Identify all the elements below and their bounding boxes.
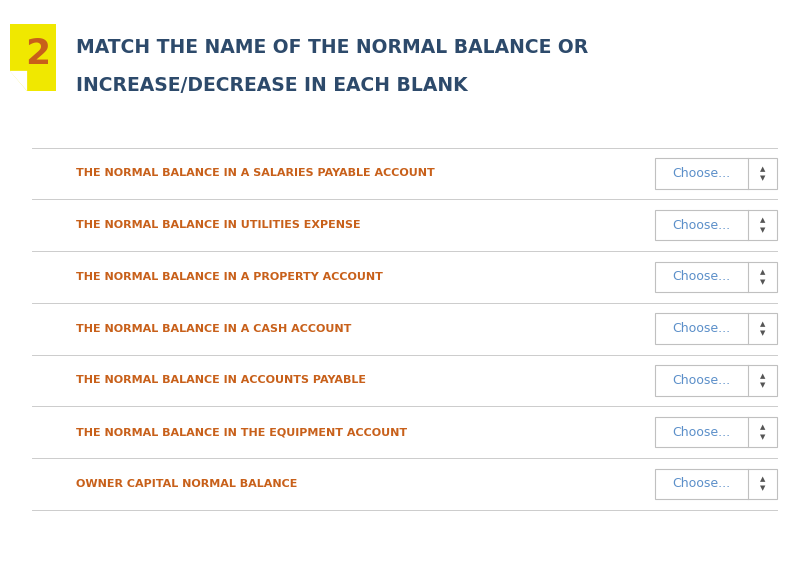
FancyBboxPatch shape	[655, 158, 777, 189]
Text: THE NORMAL BALANCE IN THE EQUIPMENT ACCOUNT: THE NORMAL BALANCE IN THE EQUIPMENT ACCO…	[76, 427, 406, 437]
Text: ▼: ▼	[760, 486, 765, 492]
FancyBboxPatch shape	[655, 262, 777, 292]
Text: ▲: ▲	[760, 218, 765, 223]
Text: THE NORMAL BALANCE IN A SALARIES PAYABLE ACCOUNT: THE NORMAL BALANCE IN A SALARIES PAYABLE…	[76, 168, 434, 179]
Text: THE NORMAL BALANCE IN A CASH ACCOUNT: THE NORMAL BALANCE IN A CASH ACCOUNT	[76, 323, 351, 334]
FancyBboxPatch shape	[655, 469, 777, 499]
Text: Choose...: Choose...	[673, 270, 731, 283]
Text: ▲: ▲	[760, 321, 765, 327]
FancyBboxPatch shape	[655, 313, 777, 344]
Polygon shape	[10, 71, 27, 91]
Text: ▲: ▲	[760, 425, 765, 430]
Text: ▼: ▼	[760, 330, 765, 336]
Text: Choose...: Choose...	[673, 167, 731, 180]
Text: ▼: ▼	[760, 279, 765, 285]
Text: THE NORMAL BALANCE IN UTILITIES EXPENSE: THE NORMAL BALANCE IN UTILITIES EXPENSE	[76, 220, 360, 230]
Text: THE NORMAL BALANCE IN A PROPERTY ACCOUNT: THE NORMAL BALANCE IN A PROPERTY ACCOUNT	[76, 272, 383, 282]
Text: ▼: ▼	[760, 382, 765, 388]
Text: MATCH THE NAME OF THE NORMAL BALANCE OR: MATCH THE NAME OF THE NORMAL BALANCE OR	[76, 38, 588, 56]
Polygon shape	[10, 24, 56, 91]
Text: ▼: ▼	[760, 434, 765, 440]
Text: Choose...: Choose...	[673, 426, 731, 439]
Text: Choose...: Choose...	[673, 322, 731, 335]
Text: ▲: ▲	[760, 373, 765, 379]
Text: ▲: ▲	[760, 166, 765, 172]
Text: Choose...: Choose...	[673, 477, 731, 490]
Text: ▲: ▲	[760, 476, 765, 482]
Text: OWNER CAPITAL NORMAL BALANCE: OWNER CAPITAL NORMAL BALANCE	[76, 479, 297, 489]
Text: INCREASE/DECREASE IN EACH BLANK: INCREASE/DECREASE IN EACH BLANK	[76, 76, 467, 95]
FancyBboxPatch shape	[655, 365, 777, 396]
Text: 2: 2	[25, 37, 50, 71]
FancyBboxPatch shape	[655, 210, 777, 240]
Text: ▼: ▼	[760, 175, 765, 181]
Text: THE NORMAL BALANCE IN ACCOUNTS PAYABLE: THE NORMAL BALANCE IN ACCOUNTS PAYABLE	[76, 375, 366, 386]
FancyBboxPatch shape	[655, 417, 777, 447]
Text: Choose...: Choose...	[673, 374, 731, 387]
Text: ▼: ▼	[760, 227, 765, 233]
Text: ▲: ▲	[760, 269, 765, 275]
Text: Choose...: Choose...	[673, 219, 731, 232]
